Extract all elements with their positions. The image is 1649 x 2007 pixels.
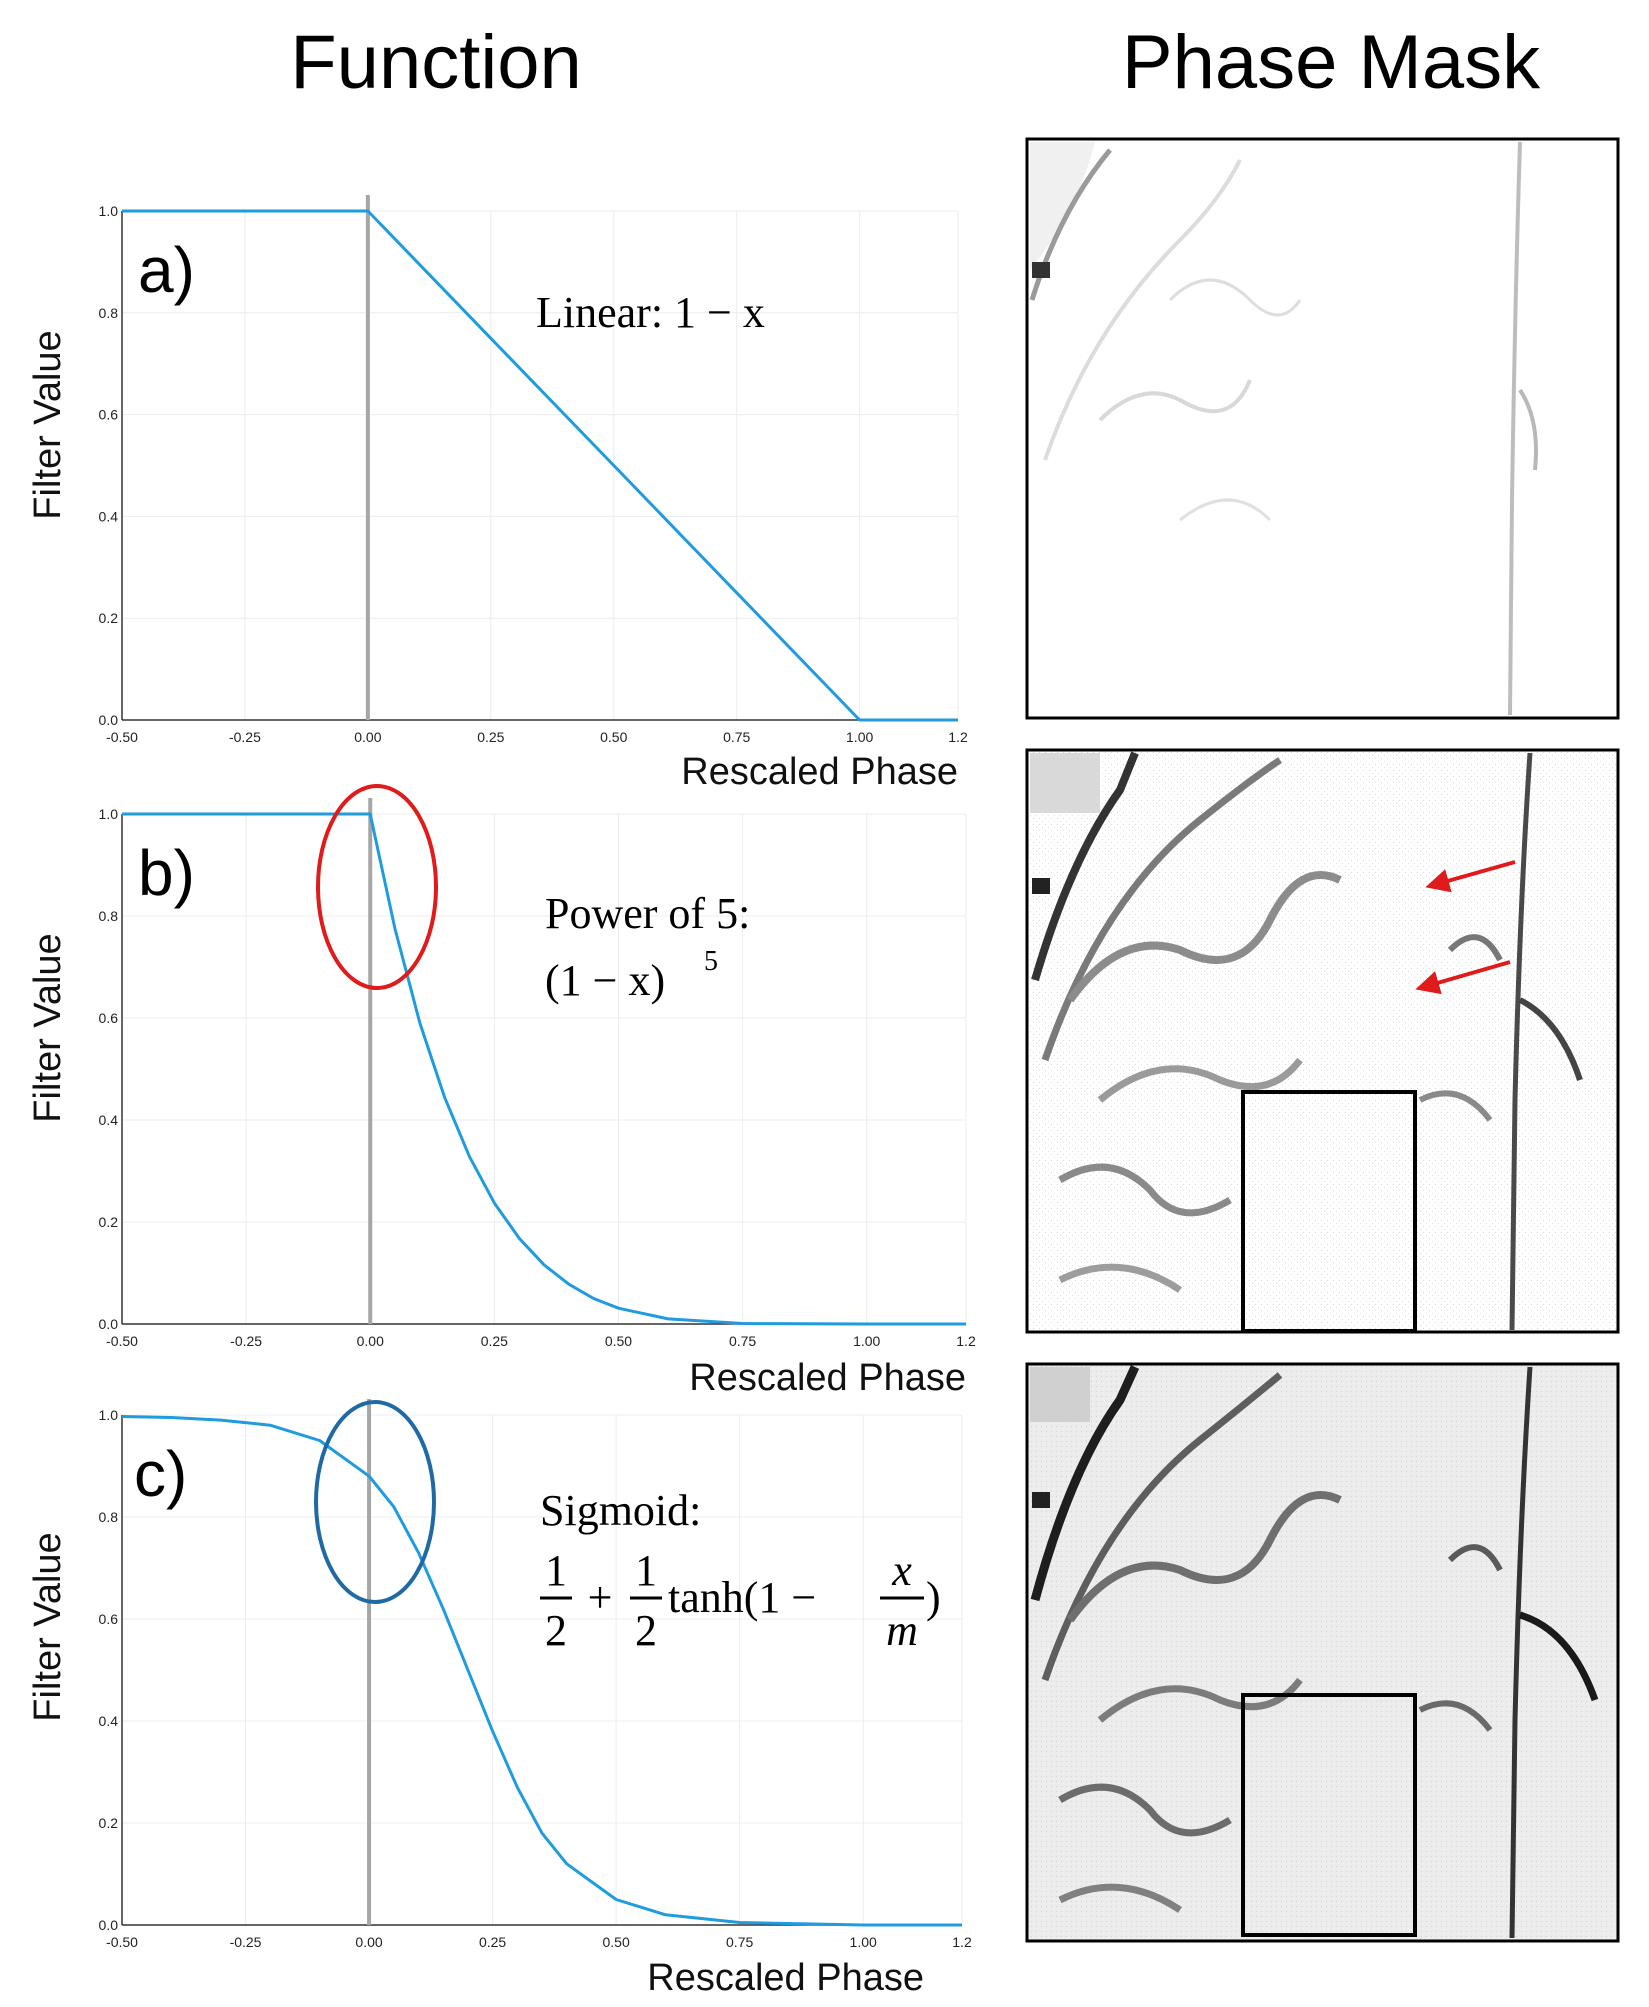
phase-mask-image-c [1025, 1362, 1620, 1943]
phase-mask-column-title: Phase Mask [1122, 20, 1541, 105]
y-tick-label: 0.0 [99, 712, 119, 728]
x-tick-label: 1.00 [846, 729, 873, 745]
y-tick-label: 0.2 [99, 1815, 119, 1831]
phase-mask-frame-b [1025, 748, 1620, 1334]
x-tick-label: 0.00 [354, 729, 381, 745]
phase-mask-frame-c [1025, 1362, 1620, 1943]
y-tick-label: 0.2 [99, 610, 119, 626]
x-tick-label: 0.25 [479, 1934, 506, 1950]
annotation-sigmoid-title: Sigmoid: [540, 1486, 701, 1535]
zoom-inset-box-c [1241, 1693, 1417, 1937]
y-tick-label: 0.6 [99, 1010, 119, 1026]
annotation-power-exponent: 5 [704, 946, 718, 977]
x-tick-label: 0.25 [477, 729, 504, 745]
x-tick-label: -0.50 [106, 729, 138, 745]
y-tick-label: 0.8 [99, 305, 119, 321]
chart-panel-c: -0.50 -0.25 0.00 0.25 0.50 0.75 1.00 1.2 0.0 0.2 0… [27, 1399, 972, 1999]
x-tick-label: 1.2 [956, 1333, 976, 1349]
x-tick-label: 0.00 [357, 1333, 384, 1349]
function-column-title: Function [290, 20, 582, 105]
y-tick-label: 0.0 [99, 1316, 119, 1332]
y-tick-label: 0.6 [99, 1611, 119, 1627]
zoom-inset-box-b [1241, 1090, 1417, 1333]
x-tick-label: -0.25 [229, 729, 261, 745]
annotation-power-title: Power of 5: [545, 889, 750, 938]
blue-highlight-ellipse [314, 1400, 436, 1604]
panel-letter-b: b) [138, 837, 195, 909]
phase-mask-frame-a [1025, 137, 1620, 720]
formula-plus: + [588, 1573, 613, 1622]
y-tick-label: 0.6 [99, 407, 119, 423]
red-arrow-lower [1415, 960, 1511, 995]
panel-letter-c: c) [134, 1438, 187, 1510]
x-tick-label: -0.25 [230, 1333, 262, 1349]
formula-half-1-num: 1 [545, 1546, 567, 1595]
y-tick-label: 0.4 [99, 508, 119, 524]
y-tick-label: 0.8 [99, 908, 119, 924]
annotation-linear: Linear: 1 − x [536, 288, 765, 337]
formula-half-1-den: 2 [545, 1606, 567, 1655]
x-tick-label: 1.00 [853, 1333, 880, 1349]
y-tick-label: 0.4 [99, 1713, 119, 1729]
y-axis-label: Filter Value [27, 1532, 69, 1721]
x-tick-label: 0.50 [600, 729, 627, 745]
formula-close-paren: ) [926, 1573, 941, 1622]
filter-curve-c [121, 1415, 962, 1927]
x-tick-label: 0.75 [723, 729, 750, 745]
x-tick-label: -0.50 [106, 1934, 138, 1950]
panel-letter-a: a) [138, 234, 195, 306]
y-tick-label: 0.2 [99, 1214, 119, 1230]
x-tick-label: -0.50 [106, 1333, 138, 1349]
x-tick-label: 1.00 [850, 1934, 877, 1950]
x-tick-label: 1.2 [948, 729, 968, 745]
formula-tanh: tanh(1 − [668, 1573, 816, 1622]
y-tick-label: 1.0 [99, 1407, 119, 1423]
x-tick-label: 0.25 [481, 1333, 508, 1349]
phase-mask-image-a [1025, 137, 1620, 720]
filter-curve-a [122, 209, 958, 722]
x-axis-label: Rescaled Phase [647, 1957, 924, 1999]
x-tick-label: 0.00 [355, 1934, 382, 1950]
chart-panel-b: -0.50 -0.25 0.00 0.25 0.50 0.75 1.00 1.2 0.0 0.2 0… [27, 798, 976, 1399]
formula-half-2-den: 2 [635, 1606, 657, 1655]
y-tick-label: 0.0 [99, 1917, 119, 1933]
x-tick-label: 0.50 [605, 1333, 632, 1349]
sigmoid-formula: 1 2 + 1 2 tanh(1 − x m ) [540, 1546, 941, 1655]
x-tick-label: 1.2 [952, 1934, 972, 1950]
x-tick-label: 0.75 [729, 1333, 756, 1349]
formula-x: x [891, 1546, 912, 1595]
formula-half-2-num: 1 [635, 1546, 657, 1595]
y-tick-label: 0.4 [99, 1112, 119, 1128]
y-axis-label: Filter Value [27, 933, 69, 1122]
filter-curve-b [122, 812, 966, 1326]
phase-mask-image-b [1025, 748, 1620, 1334]
y-tick-label: 1.0 [99, 203, 119, 219]
x-axis-label: Rescaled Phase [689, 1357, 966, 1399]
formula-m: m [886, 1606, 918, 1655]
x-tick-label: 0.75 [726, 1934, 753, 1950]
y-axis-label: Filter Value [27, 330, 69, 519]
x-tick-label: -0.25 [230, 1934, 262, 1950]
y-tick-label: 0.8 [99, 1509, 119, 1525]
x-axis-label: Rescaled Phase [681, 751, 958, 793]
red-highlight-ellipse [316, 784, 438, 990]
red-arrow-upper [1425, 860, 1516, 893]
x-tick-label: 0.50 [602, 1934, 629, 1950]
y-tick-label: 1.0 [99, 806, 119, 822]
annotation-power-formula: (1 − x) [545, 956, 665, 1005]
chart-panel-a: -0.50 -0.25 0.00 0.25 0.50 0.75 1.00 1.2 0.0 0.2 0… [27, 195, 968, 793]
